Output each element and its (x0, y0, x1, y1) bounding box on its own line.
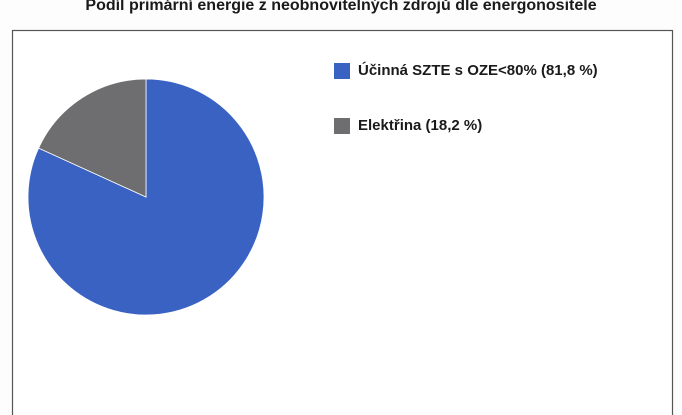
legend: Účinná SZTE s OZE<80% (81,8 %) Elektřina … (334, 61, 598, 134)
legend-label: Účinná SZTE s OZE<80% (81,8 %) (358, 61, 598, 79)
chart-title: Podíl primární energie z neobnovitelných… (85, 0, 596, 14)
legend-swatch (334, 63, 350, 79)
pie (27, 78, 265, 316)
legend-swatch (334, 118, 350, 134)
legend-label: Elektřina (18,2 %) (358, 117, 482, 134)
pie-slice (38, 78, 147, 198)
